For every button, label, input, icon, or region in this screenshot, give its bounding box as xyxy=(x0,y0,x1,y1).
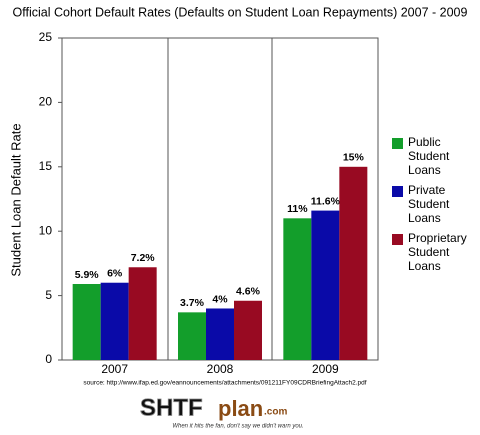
chart-title: Official Cohort Default Rates (Defaults … xyxy=(13,5,468,19)
value-label: 4.6% xyxy=(236,286,261,298)
bar xyxy=(311,210,340,360)
legend-swatch xyxy=(392,186,403,197)
bar xyxy=(234,300,262,360)
value-label: 11.6% xyxy=(311,195,341,207)
y-axis-label: Student Loan Default Rate xyxy=(8,123,23,276)
logo-domain: .com xyxy=(264,407,287,418)
legend-label: Proprietary Student Loans xyxy=(408,231,467,273)
logo-name: SHTF xyxy=(140,394,203,421)
value-label: 4% xyxy=(212,293,228,305)
bar xyxy=(72,284,101,360)
x-tick-label: 2009 xyxy=(312,362,339,376)
bar xyxy=(339,166,368,360)
logo-box xyxy=(138,392,340,432)
y-tick-label: 5 xyxy=(45,288,52,302)
bar xyxy=(100,282,129,360)
y-tick-label: 15 xyxy=(39,159,53,173)
bar xyxy=(178,312,206,360)
logo-suffix: plan xyxy=(218,396,263,421)
bar xyxy=(283,218,312,360)
y-tick-label: 10 xyxy=(39,223,53,237)
bar xyxy=(128,267,157,360)
y-tick-label: 0 xyxy=(45,352,52,366)
value-label: 3.7% xyxy=(180,297,205,309)
x-tick-label: 2007 xyxy=(101,362,128,376)
value-label: 6% xyxy=(107,268,123,280)
y-tick-label: 20 xyxy=(39,95,53,109)
value-label: 5.9% xyxy=(75,269,100,281)
legend-label: Private Student Loans xyxy=(408,183,450,225)
x-tick-label: 2008 xyxy=(207,362,234,376)
y-tick-label: 25 xyxy=(39,30,53,44)
value-label: 11% xyxy=(287,203,308,215)
legend-swatch xyxy=(392,234,403,245)
value-label: 7.2% xyxy=(131,252,156,264)
value-label: 15% xyxy=(343,152,365,164)
bar xyxy=(206,308,234,360)
legend-label: Public Student Loans xyxy=(408,135,450,177)
source-note: source: http://www.ifap.ed.gov/eannounce… xyxy=(83,380,366,387)
legend-swatch xyxy=(392,138,403,149)
logo-tagline: When it hits the fan, don't say we didn'… xyxy=(172,424,303,430)
